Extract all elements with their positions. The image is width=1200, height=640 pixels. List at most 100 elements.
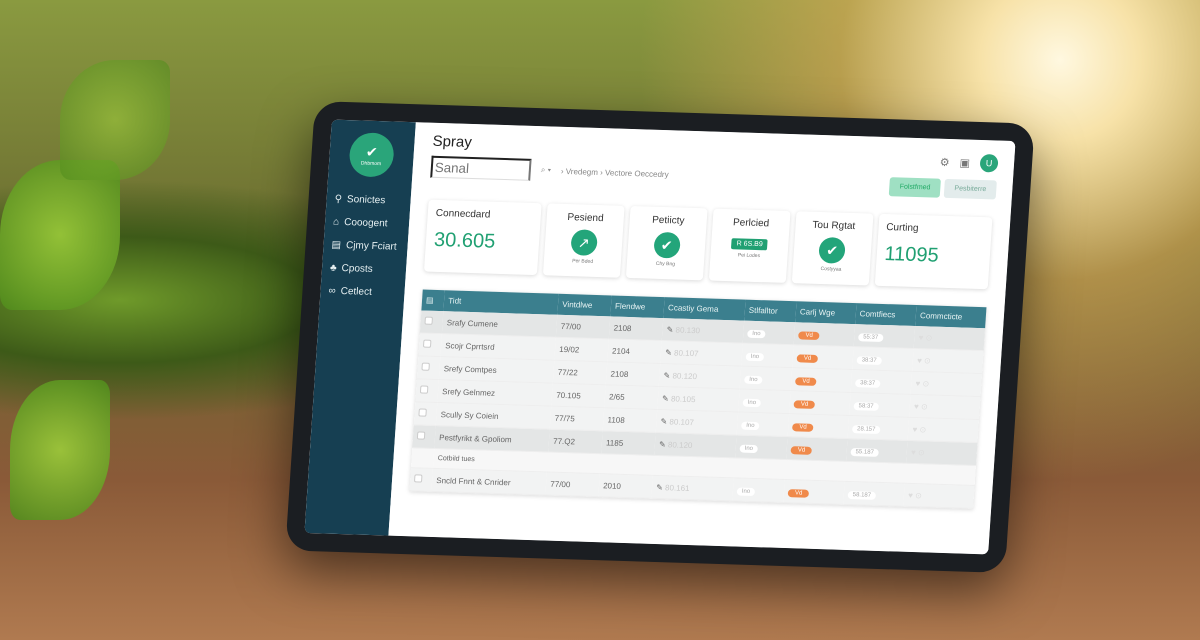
sidebar-item[interactable]: ▤ Cjmy Fciart [331, 239, 397, 253]
action-buttons: Folstfmed Pesbiterre [889, 177, 997, 200]
stat-card[interactable]: Perlcied R 6S.B9 Pei Lodes [708, 208, 791, 283]
row-cell: ✎ 80.120 [658, 363, 742, 390]
sidebar-item[interactable]: ∞ Cetlect [328, 285, 373, 298]
column-header[interactable]: Flendwe [610, 295, 665, 319]
status-badge: Vd [793, 399, 816, 409]
heart-icon[interactable]: ♥ [915, 378, 921, 388]
avatar[interactable]: U [979, 153, 999, 173]
app-screen: ✔ Dhbmom ⚲ Sonictes ⌂ Cooogent ▤ Cjmy Fciart… [304, 119, 1016, 555]
column-header[interactable]: Comtfiecs [855, 303, 917, 327]
row-cell: Ino [741, 343, 794, 368]
settings-icon[interactable]: ⊙ [920, 401, 929, 411]
column-header[interactable]: Vintdlwe [557, 293, 612, 317]
window-icon[interactable]: ▣ [959, 156, 971, 170]
heart-icon[interactable]: ♥ [907, 490, 914, 500]
column-header[interactable]: Stlfalltor [744, 299, 797, 323]
row-checkbox[interactable] [424, 316, 433, 325]
link-icon: ∞ [328, 285, 337, 297]
column-header[interactable]: Commcticte [915, 305, 987, 329]
gear-icon[interactable]: ⚙ [939, 156, 951, 169]
row-cell: Vd [790, 367, 853, 393]
stat-card[interactable]: Tou Rgtat ✔ Costyyaa [791, 211, 874, 286]
row-checkbox[interactable] [416, 431, 426, 440]
row-checkbox[interactable] [418, 408, 427, 417]
row-cell: 77/75 [549, 406, 605, 431]
status-badge: Vd [798, 330, 821, 340]
row-actions: ♥ ⊙ [910, 371, 983, 397]
sidebar-item[interactable]: ⚲ Sonictes [334, 193, 386, 207]
column-header[interactable]: Carlj Wge [795, 301, 857, 325]
row-cell [416, 355, 441, 380]
search-icon[interactable]: ⌕ ▾ [540, 165, 552, 175]
heart-icon[interactable]: ♥ [916, 355, 923, 365]
tablet-device: ✔ Dhbmom ⚲ Sonictes ⌂ Cooogent ▤ Cjmy Fciart… [285, 101, 1035, 573]
row-actions: ♥ ⊙ [903, 483, 975, 509]
search-input[interactable] [430, 155, 532, 181]
row-cell: Ino [732, 477, 785, 503]
select-all-icon[interactable]: ▤ [421, 289, 445, 312]
settings-icon[interactable]: ⊙ [925, 332, 933, 343]
pin-icon: ⚲ [334, 193, 343, 205]
heart-icon[interactable]: ♥ [910, 447, 917, 457]
row-cell: 19/02 [554, 337, 609, 362]
row-cell: Vd [783, 479, 845, 505]
stat-card[interactable]: Connecdard 30.605 [423, 199, 543, 276]
row-cell: 77/00 [556, 314, 611, 339]
edit-icon[interactable]: ✎ [666, 324, 674, 334]
chart-icon: ↗ [570, 229, 598, 256]
stat-card[interactable]: Curting 11095 [874, 213, 993, 290]
row-checkbox[interactable] [419, 385, 429, 394]
leaf-decoration [60, 60, 170, 180]
row-actions: ♥ ⊙ [913, 326, 986, 351]
row-cell [415, 378, 440, 403]
status-badge: Vd [796, 353, 819, 363]
secondary-button[interactable]: Pesbiterre [943, 178, 997, 200]
sidebar-item[interactable]: ♣ Cposts [329, 262, 374, 275]
edit-icon[interactable]: ✎ [661, 393, 670, 403]
row-actions: ♥ ⊙ [906, 440, 978, 466]
row-cell [409, 467, 434, 492]
check-icon: ✔ [818, 236, 847, 264]
sidebar-item[interactable]: ⌂ Cooogent [332, 216, 388, 230]
row-cell: 58.187 [843, 481, 905, 507]
row-cell: Ino [742, 320, 796, 345]
heart-icon[interactable]: ♥ [918, 332, 924, 342]
status-badge: Vd [792, 422, 814, 432]
table-body: Srafy Cumene 77/00 2108 ✎ 80.130 Ino Vd … [409, 310, 986, 509]
row-cell [419, 310, 444, 334]
row-actions: ♥ ⊙ [912, 348, 984, 374]
edit-icon[interactable]: ✎ [664, 347, 673, 357]
row-cell: Vd [786, 436, 848, 462]
settings-icon[interactable]: ⊙ [919, 424, 927, 434]
row-cell: ✎ 80.161 [651, 475, 734, 501]
row-cell: Vd [792, 344, 854, 370]
heart-icon[interactable]: ♥ [912, 424, 918, 434]
heart-icon[interactable]: ♥ [913, 401, 920, 411]
settings-icon[interactable]: ⊙ [917, 447, 926, 457]
edit-icon[interactable]: ✎ [658, 439, 667, 449]
breadcrumb: › Vredegm › Vectore Oeccedry [560, 166, 669, 179]
settings-icon[interactable]: ⊙ [914, 490, 923, 500]
primary-button[interactable]: Folstfmed [889, 177, 942, 198]
row-checkbox[interactable] [421, 362, 430, 371]
row-checkbox[interactable] [422, 339, 432, 348]
edit-icon[interactable]: ✎ [663, 370, 671, 380]
row-cell: 58:37 [848, 392, 911, 418]
home-icon: ⌂ [332, 216, 340, 228]
row-cell: 77.Q2 [548, 429, 603, 454]
column-header[interactable]: Ccastiy Gema [663, 297, 746, 321]
stat-card[interactable]: Pesiend ↗ Per Bded [543, 203, 625, 278]
row-cell: 77/22 [553, 360, 608, 385]
settings-icon[interactable]: ⊙ [923, 355, 932, 366]
edit-icon[interactable]: ✎ [660, 416, 668, 426]
header-icons: ⚙ ▣ U [939, 153, 999, 173]
edit-icon[interactable]: ✎ [655, 482, 664, 492]
check-icon: ✔ [365, 143, 379, 160]
row-cell: 1185 [601, 430, 656, 456]
stat-card[interactable]: Petiicty ✔ Chy Bng [626, 206, 708, 281]
row-cell [418, 332, 443, 357]
row-cell: Vd [793, 322, 856, 347]
app-logo[interactable]: ✔ Dhbmom [348, 132, 396, 178]
settings-icon[interactable]: ⊙ [922, 378, 930, 388]
row-checkbox[interactable] [413, 474, 423, 483]
